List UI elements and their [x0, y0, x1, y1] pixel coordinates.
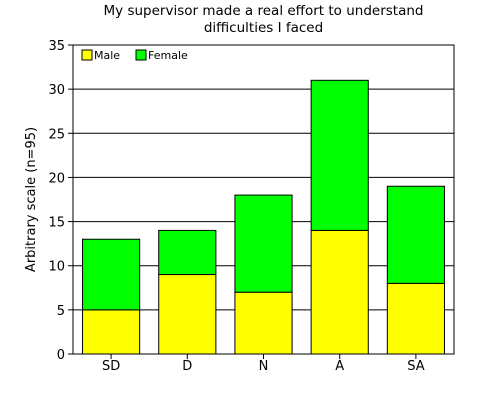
y-tick-label: 25: [48, 127, 65, 142]
x-tick-label: N: [259, 359, 269, 374]
legend-label-male: Male: [94, 49, 120, 62]
plot-frame: [72, 44, 455, 355]
legend-swatch-male: [81, 49, 93, 61]
legend-label-female: Female: [148, 49, 188, 62]
x-tick-label: SD: [102, 359, 120, 374]
chart-title: My supervisor made a real effort to unde…: [73, 3, 454, 37]
y-tick-label: 10: [48, 260, 65, 275]
y-tick-label: 5: [57, 304, 65, 319]
y-tick-label: 30: [48, 83, 65, 98]
y-axis-label: Arbitrary scale (n=95): [24, 127, 39, 272]
bar-female-a: [310, 79, 369, 231]
bar-female-sa: [386, 185, 445, 284]
y-tick-label: 20: [48, 171, 65, 186]
chart-title-line-1: My supervisor made a real effort to unde…: [103, 3, 424, 19]
bar-female-n: [234, 194, 293, 293]
bar-female-sd: [82, 238, 141, 311]
bar-male-a: [310, 229, 369, 355]
y-tick-label: 0: [57, 348, 65, 363]
legend-swatch-female: [135, 49, 147, 61]
bar-female-d: [158, 229, 217, 276]
x-tick-label: D: [182, 359, 192, 374]
x-tick-label: SA: [407, 359, 424, 374]
y-tick-label: 15: [48, 216, 65, 231]
bar-male-sa: [386, 282, 445, 355]
x-tick-label: A: [335, 359, 344, 374]
bar-male-n: [234, 291, 293, 355]
y-tick-label: 35: [48, 39, 65, 54]
bar-male-sd: [82, 309, 141, 355]
chart-title-line-2: difficulties I faced: [203, 20, 324, 36]
bar-male-d: [158, 274, 217, 355]
